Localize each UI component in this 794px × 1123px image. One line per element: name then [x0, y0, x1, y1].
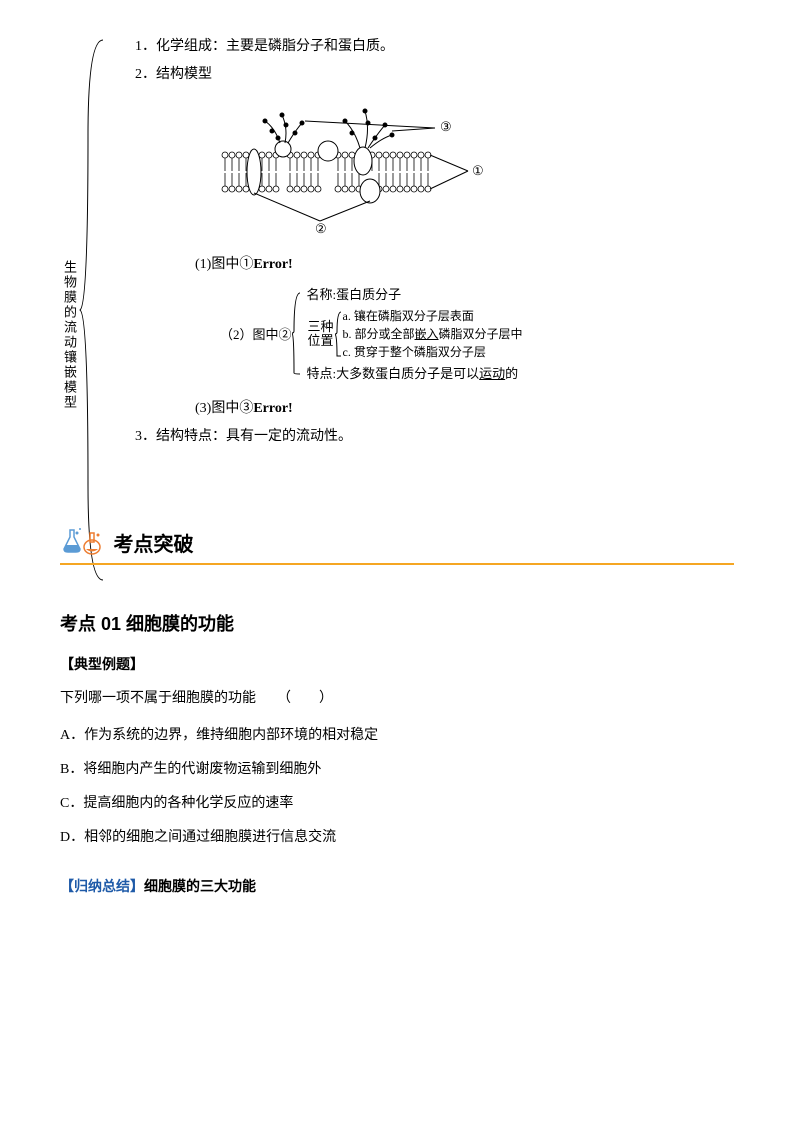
summary-text: 细胞膜的三大功能	[144, 878, 256, 894]
option-c: C．提高细胞内的各种化学反应的速率	[60, 792, 734, 812]
diagram-label-3: ③	[440, 119, 452, 134]
flask-icon	[60, 525, 105, 560]
membrane-diagram: ③ ① ②	[210, 93, 734, 243]
option-d: D．相邻的细胞之间通过细胞膜进行信息交流	[60, 826, 734, 846]
vertical-section-label: 生物膜的流动镶嵌模型	[60, 260, 79, 410]
example-label: 【典型例题】	[60, 654, 734, 674]
bracket-decoration	[78, 35, 108, 585]
sub-item-3: (3)图中③Error!	[195, 397, 734, 417]
question-text: 下列哪一项不属于细胞膜的功能 （ ）	[60, 688, 734, 710]
section-divider: 考点突破	[60, 525, 734, 565]
sub-item-1: (1)图中①Error!	[195, 253, 734, 273]
summary-label: 【归纳总结】	[60, 878, 144, 894]
summary-row: 【归纳总结】细胞膜的三大功能	[60, 876, 734, 896]
diagram-label-1: ①	[472, 163, 484, 178]
option-a: A．作为系统的边界，维持细胞内部环境的相对稳定	[60, 724, 734, 744]
outline-item-1: 1．化学组成：主要是磷脂分子和蛋白质。	[135, 35, 734, 55]
divider-line	[60, 563, 734, 565]
diagram-label-2: ②	[315, 221, 327, 236]
option-b: B．将细胞内产生的代谢废物运输到细胞外	[60, 758, 734, 778]
outline-item-3: 3．结构特点：具有一定的流动性。	[135, 425, 734, 445]
section-title: 考点突破	[114, 528, 194, 557]
protein-structure-box: （2）图中② 名称:蛋白质分子 三种位置 a. 镶在磷脂双分子层表面 b. 部分…	[220, 281, 734, 385]
outline-item-2: 2．结构模型	[135, 63, 734, 83]
exam-point-title: 考点 01 细胞膜的功能	[60, 610, 734, 636]
